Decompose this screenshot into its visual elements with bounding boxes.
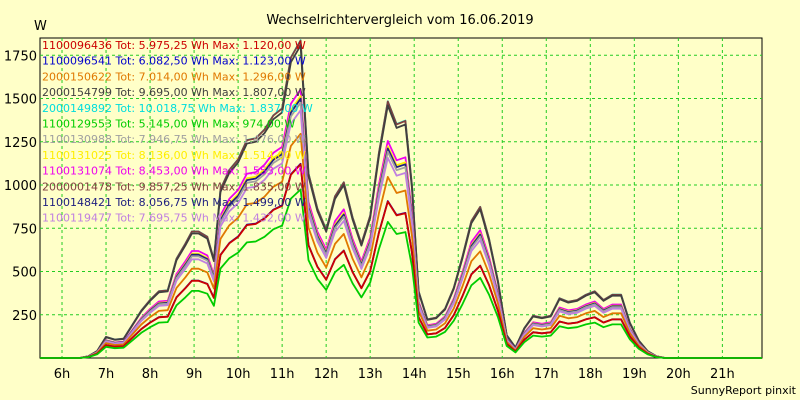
y-tick-label: 250 <box>12 309 37 324</box>
series-line-1100129553 <box>40 188 762 359</box>
legend-entry-2000154799: 2000154799 Tot: 9.695,00 Wh Max: 1.807,0… <box>42 86 306 99</box>
x-tick-label: 20h <box>666 367 691 382</box>
legend-entry-1100096436: 1100096436 Tot: 5.975,25 Wh Max: 1.120,0… <box>42 39 306 52</box>
plot-frame <box>39 37 763 359</box>
series-line-2000154799 <box>40 44 762 359</box>
y-tick-label: 1500 <box>4 93 37 108</box>
x-tick-label: 13h <box>358 367 383 382</box>
legend-entry-1100096541: 1100096541 Tot: 6.082,50 Wh Max: 1.123,0… <box>42 55 306 68</box>
x-tick-label: 8h <box>142 367 159 382</box>
x-tick-label: 21h <box>710 367 735 382</box>
y-tick-label: 1750 <box>4 49 37 64</box>
legend-entry-1100148421: 1100148421 Tot: 8.056,75 Wh Max: 1.499,0… <box>42 196 306 209</box>
legend-entry-2000149892: 2000149892 Tot: 10.018,75 Wh Max: 1.837,… <box>42 102 313 115</box>
x-tick-label: 10h <box>226 367 251 382</box>
x-tick-label: 18h <box>578 367 603 382</box>
credit-label: SunnyReport pinxit <box>691 384 797 397</box>
x-tick-label: 15h <box>446 367 471 382</box>
x-tick-label: 6h <box>54 367 71 382</box>
x-tick-label: 19h <box>622 367 647 382</box>
y-tick-label: 750 <box>12 222 37 237</box>
series-line-1100119477 <box>40 109 762 359</box>
x-tick-label: 14h <box>402 367 427 382</box>
legend-entry-1100129553: 1100129553 Tot: 5.145,00 Wh Max: 974,00 … <box>42 118 295 131</box>
x-tick-label: 16h <box>490 367 515 382</box>
legend-entry-1100131074: 1100131074 Tot: 8.453,00 Wh Max: 1.553,0… <box>42 165 306 178</box>
y-tick-label: 1250 <box>4 136 37 151</box>
y-axis-unit: W <box>34 19 47 34</box>
x-tick-label: 11h <box>270 367 295 382</box>
series-line-1100096436 <box>40 163 762 359</box>
y-tick-label: 500 <box>12 266 37 281</box>
x-tick-label: 9h <box>186 367 203 382</box>
legend-entry-1100130988: 1100130988 Tot: 7.946,75 Wh Max: 1.476,0… <box>42 133 306 146</box>
legend-entry-1100119477: 1100119477 Tot: 7.695,75 Wh Max: 1.432,0… <box>42 212 306 225</box>
chart-title: Wechselrichtervergleich vom 16.06.2019 <box>266 13 533 28</box>
legend-entry-1100131025: 1100131025 Tot: 8.136,00 Wh Max: 1.514,0… <box>42 149 306 162</box>
y-tick-label: 1000 <box>4 179 37 194</box>
x-tick-label: 17h <box>534 367 559 382</box>
x-tick-label: 7h <box>98 367 115 382</box>
legend-entry-2000001478: 2000001478 Tot: 9.857,25 Wh Max: 1.835,0… <box>42 180 306 193</box>
legend-entry-2000150622: 2000150622 Tot: 7.014,00 Wh Max: 1.296,0… <box>42 70 306 83</box>
series-line-2000150622 <box>40 132 762 359</box>
x-tick-label: 12h <box>314 367 339 382</box>
